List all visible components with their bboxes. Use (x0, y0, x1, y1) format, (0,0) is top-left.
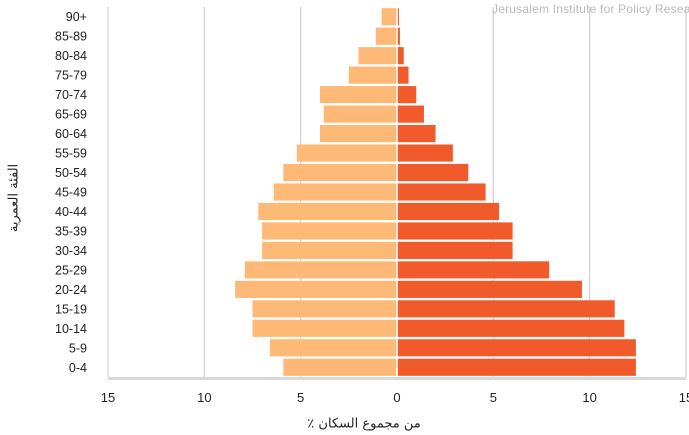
bar-right-0-4 (397, 358, 636, 376)
bar-left-80-84 (358, 47, 397, 65)
bar-right-55-59 (397, 144, 453, 162)
y-tick-label-15-19: 15-19 (55, 302, 87, 316)
bar-right-80-84 (397, 47, 404, 65)
x-tick-label-2: 5 (297, 390, 304, 405)
bar-left-65-69 (323, 105, 397, 123)
bar-left-60-64 (319, 125, 397, 143)
y-axis-label: الفئة العمرية (6, 163, 22, 233)
y-tick-label-5-9: 5-9 (69, 341, 87, 355)
bar-right-60-64 (397, 125, 436, 143)
y-tick-label-50-54: 50-54 (55, 166, 87, 180)
y-tick-label-80-84: 80-84 (55, 49, 87, 63)
bar-right-35-39 (397, 222, 513, 240)
bar-left-25-29 (244, 261, 397, 279)
bar-left-75-79 (348, 66, 397, 84)
y-tick-label-60-64: 60-64 (55, 127, 87, 141)
bar-left-30-34 (262, 241, 397, 259)
bar-left-90+ (381, 8, 397, 26)
bar-right-25-29 (397, 261, 550, 279)
x-tick-label-0: 15 (101, 390, 115, 405)
bar-right-50-54 (397, 163, 469, 182)
y-tick-label-75-79: 75-79 (55, 69, 87, 83)
y-tick-label-45-49: 45-49 (55, 186, 87, 200)
x-tick-label-5: 10 (582, 390, 596, 405)
bar-right-40-44 (397, 202, 500, 221)
bar-right-65-69 (397, 105, 424, 123)
bar-right-85-89 (397, 27, 400, 45)
y-tick-label-0-4: 0-4 (69, 361, 87, 375)
y-tick-label-25-29: 25-29 (55, 263, 87, 277)
bar-right-70-74 (397, 86, 417, 104)
y-tick-label-85-89: 85-89 (55, 30, 87, 44)
watermark-text: Jerusalem Institute for Policy Research (492, 2, 689, 16)
y-tick-label-10-14: 10-14 (55, 322, 87, 336)
bar-right-15-19 (397, 300, 615, 318)
bar-right-5-9 (397, 339, 636, 357)
bar-right-10-14 (397, 319, 625, 337)
y-tick-label-55-59: 55-59 (55, 147, 87, 161)
bar-left-40-44 (258, 202, 397, 221)
y-tick-label-40-44: 40-44 (55, 205, 87, 219)
bar-right-30-34 (397, 241, 513, 259)
bar-left-45-49 (273, 183, 397, 201)
bar-left-10-14 (252, 319, 397, 337)
bar-left-70-74 (319, 86, 397, 104)
y-tick-label-30-34: 30-34 (55, 244, 87, 258)
y-tick-label-20-24: 20-24 (55, 283, 87, 297)
bar-left-85-89 (375, 27, 397, 45)
bar-right-75-79 (397, 66, 409, 84)
y-tick-label-35-39: 35-39 (55, 224, 87, 238)
bar-left-50-54 (283, 163, 397, 182)
bar-left-15-19 (252, 300, 397, 318)
bar-left-20-24 (235, 280, 397, 298)
y-tick-label-70-74: 70-74 (55, 88, 87, 102)
x-tick-label-4: 5 (490, 390, 497, 405)
bar-left-0-4 (283, 358, 397, 376)
y-tick-label-90+: 90+ (66, 10, 87, 24)
bar-left-5-9 (269, 339, 397, 357)
x-tick-label-3: 0 (393, 390, 400, 405)
y-tick-label-65-69: 65-69 (55, 108, 87, 122)
bar-left-35-39 (262, 222, 397, 240)
x-axis-label: ٪ من مجموع السكان (307, 416, 421, 432)
bar-left-55-59 (296, 144, 397, 162)
bar-right-20-24 (397, 280, 582, 298)
bar-right-90+ (397, 8, 399, 26)
x-tick-label-1: 10 (197, 390, 211, 405)
x-tick-label-6: 15 (679, 390, 689, 405)
bar-right-45-49 (397, 183, 486, 201)
